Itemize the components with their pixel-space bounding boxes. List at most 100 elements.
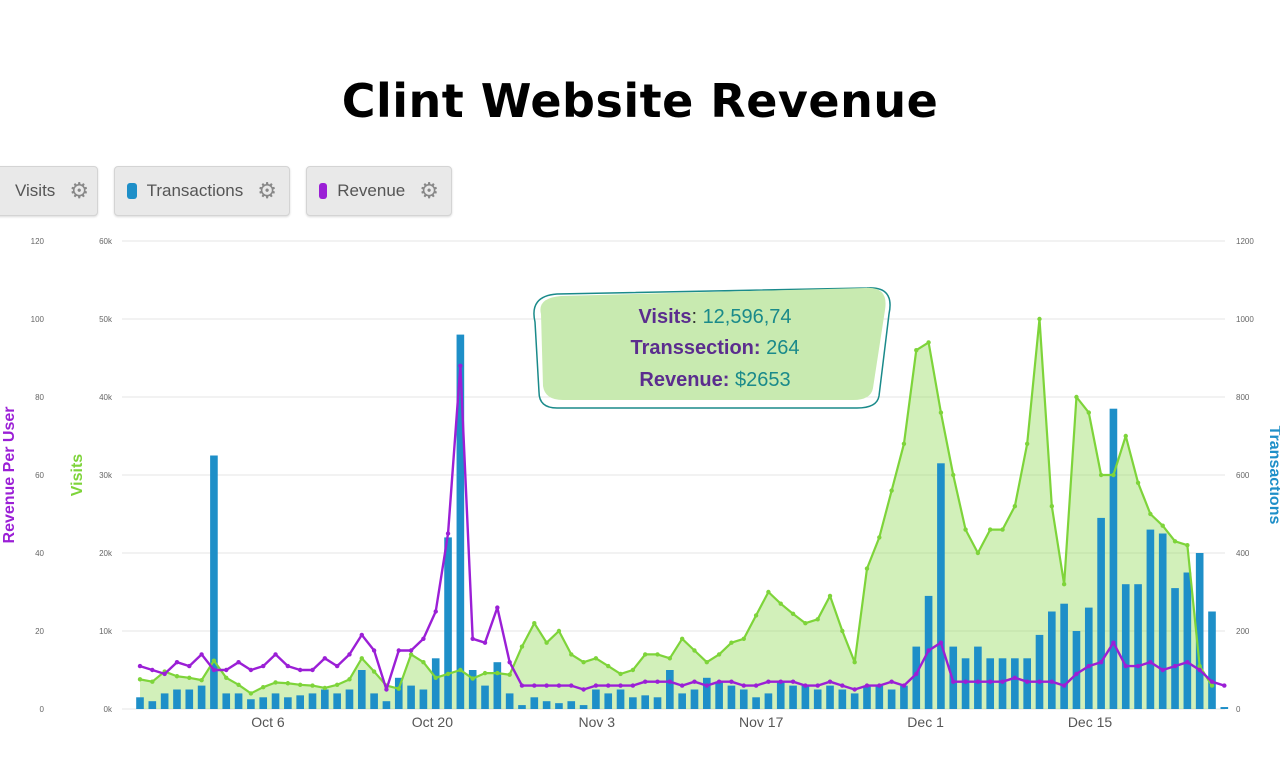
legend-item-transactions[interactable]: Transactions ⚙ xyxy=(114,166,290,216)
transactions-bar[interactable] xyxy=(752,697,760,709)
visits-point[interactable] xyxy=(630,667,636,673)
transactions-bar[interactable] xyxy=(666,670,674,709)
revenue-point[interactable] xyxy=(593,683,599,688)
visits-point[interactable] xyxy=(741,636,746,641)
transactions-bar[interactable] xyxy=(1121,584,1130,709)
revenue-point[interactable] xyxy=(211,667,217,673)
transactions-bar[interactable] xyxy=(826,685,834,709)
transactions-bar[interactable] xyxy=(530,697,539,709)
transactions-bar[interactable] xyxy=(592,689,600,710)
revenue-point[interactable] xyxy=(901,683,907,688)
revenue-point[interactable] xyxy=(482,640,488,645)
visits-point[interactable] xyxy=(852,660,857,665)
transactions-bar[interactable] xyxy=(974,646,982,709)
visits-point[interactable] xyxy=(864,566,870,571)
visits-point[interactable] xyxy=(679,636,685,641)
revenue-point[interactable] xyxy=(174,660,180,665)
transactions-bar[interactable] xyxy=(382,701,391,709)
revenue-point[interactable] xyxy=(162,671,167,677)
transactions-bar[interactable] xyxy=(247,699,255,709)
transactions-bar[interactable] xyxy=(567,701,576,709)
transactions-bar[interactable] xyxy=(900,685,908,709)
revenue-point[interactable] xyxy=(1160,667,1165,673)
revenue-point[interactable] xyxy=(507,660,512,665)
revenue-point[interactable] xyxy=(1123,663,1128,669)
visits-point[interactable] xyxy=(421,660,426,665)
visits-point[interactable] xyxy=(1123,433,1128,439)
revenue-point[interactable] xyxy=(852,687,857,692)
transactions-bar[interactable] xyxy=(308,693,317,709)
transactions-bar[interactable] xyxy=(702,677,711,709)
gear-icon[interactable]: ⚙ xyxy=(419,178,439,203)
revenue-point[interactable] xyxy=(532,683,537,688)
visits-point[interactable] xyxy=(1185,543,1190,548)
transactions-bar[interactable] xyxy=(813,689,822,710)
visits-point[interactable] xyxy=(1148,511,1153,517)
transactions-bar[interactable] xyxy=(1146,529,1155,709)
revenue-point[interactable] xyxy=(827,679,833,684)
visits-point[interactable] xyxy=(1098,472,1104,478)
revenue-point[interactable] xyxy=(1037,679,1042,684)
visits-point[interactable] xyxy=(1000,527,1005,532)
revenue-point[interactable] xyxy=(544,683,549,688)
revenue-point[interactable] xyxy=(716,679,722,684)
visits-point[interactable] xyxy=(963,527,968,532)
visits-point[interactable] xyxy=(470,676,475,681)
visits-point[interactable] xyxy=(618,671,623,677)
transactions-bar[interactable] xyxy=(555,703,563,709)
revenue-point[interactable] xyxy=(236,660,241,665)
transactions-bar[interactable] xyxy=(222,693,231,709)
visits-point[interactable] xyxy=(396,686,401,691)
gear-icon[interactable]: ⚙ xyxy=(69,178,90,203)
transactions-bar[interactable] xyxy=(739,689,748,710)
visits-point[interactable] xyxy=(1024,441,1030,446)
visits-point[interactable] xyxy=(1074,394,1079,400)
revenue-point[interactable] xyxy=(975,679,981,684)
visits-point[interactable] xyxy=(655,652,660,657)
transactions-bar[interactable] xyxy=(1011,658,1019,709)
transactions-bar[interactable] xyxy=(173,689,181,710)
transactions-bar[interactable] xyxy=(875,685,884,709)
visits-point[interactable] xyxy=(310,683,315,688)
transactions-bar[interactable] xyxy=(1060,603,1068,709)
revenue-point[interactable] xyxy=(889,679,894,684)
revenue-point[interactable] xyxy=(1209,679,1215,684)
visits-point[interactable] xyxy=(1160,523,1165,528)
transactions-bar[interactable] xyxy=(234,693,243,709)
revenue-point[interactable] xyxy=(1197,667,1202,673)
transactions-bar[interactable] xyxy=(321,689,329,710)
visits-point[interactable] xyxy=(766,589,771,595)
visits-point[interactable] xyxy=(593,656,599,661)
revenue-point[interactable] xyxy=(322,656,328,661)
visits-point[interactable] xyxy=(347,677,352,682)
transactions-bar[interactable] xyxy=(505,693,514,709)
revenue-point[interactable] xyxy=(630,683,636,688)
revenue-point[interactable] xyxy=(248,667,254,673)
transactions-bar[interactable] xyxy=(715,681,723,709)
revenue-point[interactable] xyxy=(384,687,389,692)
transactions-bar[interactable] xyxy=(727,685,736,709)
revenue-point[interactable] xyxy=(137,663,143,669)
transactions-bar[interactable] xyxy=(1109,408,1118,709)
transactions-bar[interactable] xyxy=(1097,517,1105,709)
transactions-bar[interactable] xyxy=(357,670,366,709)
transactions-bar[interactable] xyxy=(407,685,415,709)
revenue-point[interactable] xyxy=(495,605,500,610)
transactions-bar[interactable] xyxy=(456,334,465,709)
transactions-bar[interactable] xyxy=(419,689,428,710)
revenue-point[interactable] xyxy=(988,679,993,684)
revenue-point[interactable] xyxy=(926,648,931,653)
visits-point[interactable] xyxy=(1172,539,1178,544)
transactions-bar[interactable] xyxy=(1035,634,1044,709)
revenue-point[interactable] xyxy=(1135,663,1141,669)
revenue-point[interactable] xyxy=(1185,660,1190,665)
transactions-bar[interactable] xyxy=(284,697,292,709)
visits-point[interactable] xyxy=(285,681,291,686)
transactions-bar[interactable] xyxy=(370,693,378,709)
revenue-point[interactable] xyxy=(297,667,303,673)
transactions-bar[interactable] xyxy=(887,689,896,710)
transactions-bar[interactable] xyxy=(850,693,859,709)
revenue-point[interactable] xyxy=(1098,660,1104,665)
visits-point[interactable] xyxy=(187,675,192,680)
transactions-bar[interactable] xyxy=(690,689,699,710)
